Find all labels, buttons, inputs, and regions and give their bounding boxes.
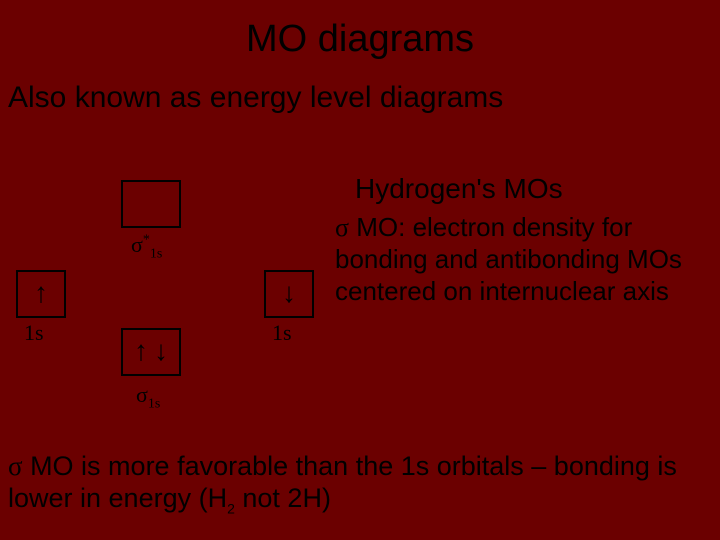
side-text-block: Hydrogen's MOs σ MO: electron density fo… [335, 172, 713, 307]
box-sigma-star [121, 180, 181, 228]
label-sigma-bonding: σ1s [136, 382, 160, 412]
side-body-text: MO: electron density for bonding and ant… [335, 212, 682, 305]
arrow-up-icon: ↑ [134, 338, 148, 366]
arrow-down-icon: ↓ [282, 280, 296, 308]
h2-subscript: 2 [227, 501, 235, 517]
label-right-1s: 1s [272, 320, 292, 346]
bottom-body-1: MO is more favorable than the 1s orbital… [8, 451, 677, 513]
arrow-down-icon: ↓ [154, 338, 168, 366]
sigma-star-sub: 1s [150, 246, 162, 261]
sigma-glyph: σ [8, 451, 23, 481]
label-sigma-star: σ*1s [131, 232, 162, 262]
label-left-1s: 1s [24, 320, 44, 346]
bottom-text-block: σ MO is more favorable than the 1s orbit… [8, 450, 712, 518]
arrow-up-icon: ↑ [34, 280, 48, 308]
slide-title: MO diagrams [0, 0, 720, 61]
sigma-sub: 1s [148, 396, 160, 411]
box-right-1s: ↓ [264, 270, 314, 318]
box-sigma-bonding: ↑ ↓ [121, 328, 181, 376]
side-body: σ MO: electron density for bonding and a… [335, 212, 713, 307]
star-superscript: * [143, 233, 150, 248]
box-left-1s: ↑ [16, 270, 66, 318]
sigma-glyph: σ [335, 213, 349, 242]
sigma-glyph: σ [136, 382, 148, 407]
mo-diagram: σ*1s ↑ 1s ↓ 1s ↑ ↓ σ1s [6, 170, 326, 430]
side-heading: Hydrogen's MOs [355, 172, 713, 206]
bottom-body-2: not 2H) [235, 483, 331, 513]
slide-subtitle: Also known as energy level diagrams [0, 61, 720, 115]
sigma-glyph: σ [131, 232, 143, 257]
